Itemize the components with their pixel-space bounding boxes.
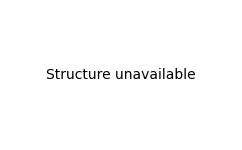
Text: Structure unavailable: Structure unavailable bbox=[46, 68, 196, 82]
